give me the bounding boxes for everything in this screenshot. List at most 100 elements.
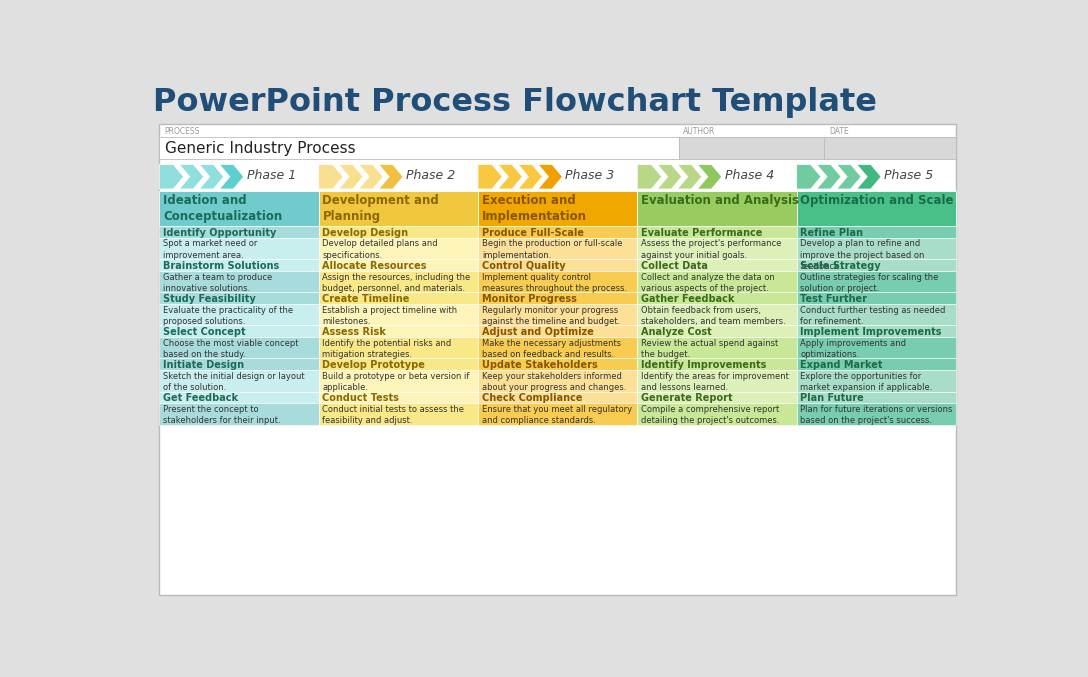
Bar bbox=[638, 337, 796, 358]
Text: Development and
Planning: Development and Planning bbox=[322, 194, 440, 223]
Bar bbox=[478, 226, 638, 238]
Bar bbox=[796, 337, 956, 358]
Bar bbox=[159, 292, 319, 304]
Text: Select Concept: Select Concept bbox=[163, 327, 246, 337]
Text: Build a prototype or beta version if
applicable.: Build a prototype or beta version if app… bbox=[322, 372, 470, 392]
Text: Analyze Cost: Analyze Cost bbox=[641, 327, 712, 337]
Text: Phase 3: Phase 3 bbox=[566, 169, 615, 182]
Bar bbox=[796, 292, 956, 304]
Bar bbox=[319, 403, 478, 424]
Bar bbox=[319, 337, 478, 358]
Bar bbox=[478, 337, 638, 358]
Text: Study Feasibility: Study Feasibility bbox=[163, 294, 256, 304]
Bar bbox=[478, 191, 638, 226]
Bar bbox=[796, 238, 956, 259]
Bar bbox=[319, 326, 478, 337]
Text: Generate Report: Generate Report bbox=[641, 393, 733, 403]
Polygon shape bbox=[678, 165, 702, 189]
Text: Gather Feedback: Gather Feedback bbox=[641, 294, 734, 304]
Text: Develop detailed plans and
specifications.: Develop detailed plans and specification… bbox=[322, 240, 438, 259]
Text: Optimization and Scale: Optimization and Scale bbox=[801, 194, 954, 207]
Text: Test Further: Test Further bbox=[801, 294, 867, 304]
Polygon shape bbox=[796, 165, 821, 189]
Text: Implement quality control
measures throughout the process.: Implement quality control measures throu… bbox=[482, 273, 627, 292]
Text: Refine Plan: Refine Plan bbox=[801, 228, 864, 238]
Bar bbox=[319, 358, 478, 370]
Text: DATE: DATE bbox=[829, 127, 849, 135]
Text: Spot a market need or
improvement area.: Spot a market need or improvement area. bbox=[163, 240, 258, 259]
Text: Plan for future iterations or versions
based on the project's success.: Plan for future iterations or versions b… bbox=[801, 405, 953, 425]
Bar bbox=[825, 137, 956, 159]
Text: Develop a plan to refine and
improve the project based on
feedback.: Develop a plan to refine and improve the… bbox=[801, 240, 925, 271]
Text: Plan Future: Plan Future bbox=[801, 393, 864, 403]
Text: AUTHOR: AUTHOR bbox=[683, 127, 716, 135]
Text: Evaluation and Analysis: Evaluation and Analysis bbox=[641, 194, 800, 207]
Text: Evaluate the practicality of the
proposed solutions.: Evaluate the practicality of the propose… bbox=[163, 306, 294, 326]
Bar bbox=[638, 370, 796, 391]
Text: Ensure that you meet all regulatory
and compliance standards.: Ensure that you meet all regulatory and … bbox=[482, 405, 632, 425]
Text: Phase 1: Phase 1 bbox=[247, 169, 296, 182]
Text: Control Quality: Control Quality bbox=[482, 261, 566, 271]
Text: Assign the resources, including the
budget, personnel, and materials.: Assign the resources, including the budg… bbox=[322, 273, 471, 292]
Text: PowerPoint Process Flowchart Template: PowerPoint Process Flowchart Template bbox=[153, 87, 877, 118]
Text: Make the necessary adjustments
based on feedback and results.: Make the necessary adjustments based on … bbox=[482, 338, 621, 359]
Text: Evaluate Performance: Evaluate Performance bbox=[641, 228, 763, 238]
Polygon shape bbox=[657, 165, 682, 189]
Text: Phase 2: Phase 2 bbox=[406, 169, 456, 182]
Polygon shape bbox=[539, 165, 562, 189]
Text: Keep your stakeholders informed
about your progress and changes.: Keep your stakeholders informed about yo… bbox=[482, 372, 627, 392]
Text: Conduct initial tests to assess the
feasibility and adjust.: Conduct initial tests to assess the feas… bbox=[322, 405, 465, 425]
Polygon shape bbox=[518, 165, 543, 189]
Bar bbox=[638, 358, 796, 370]
Text: Develop Prototype: Develop Prototype bbox=[322, 360, 425, 370]
Polygon shape bbox=[180, 165, 203, 189]
Text: Get Feedback: Get Feedback bbox=[163, 393, 238, 403]
Bar bbox=[796, 358, 956, 370]
Bar bbox=[638, 403, 796, 424]
Bar bbox=[159, 137, 679, 159]
Bar bbox=[638, 391, 796, 403]
Text: Collect Data: Collect Data bbox=[641, 261, 708, 271]
Text: PROCESS: PROCESS bbox=[164, 127, 199, 135]
Text: Ideation and
Conceptualization: Ideation and Conceptualization bbox=[163, 194, 283, 223]
Bar bbox=[796, 326, 956, 337]
Text: Initiate Design: Initiate Design bbox=[163, 360, 244, 370]
Text: Assess Risk: Assess Risk bbox=[322, 327, 386, 337]
Bar bbox=[478, 259, 638, 271]
Text: Conduct Tests: Conduct Tests bbox=[322, 393, 399, 403]
Text: Check Compliance: Check Compliance bbox=[482, 393, 582, 403]
Polygon shape bbox=[159, 165, 184, 189]
Polygon shape bbox=[359, 165, 383, 189]
Text: Explore the opportunities for
market expansion if applicable.: Explore the opportunities for market exp… bbox=[801, 372, 932, 392]
Bar bbox=[638, 226, 796, 238]
Bar bbox=[159, 259, 319, 271]
Bar bbox=[159, 403, 319, 424]
Text: Identify the potential risks and
mitigation strategies.: Identify the potential risks and mitigat… bbox=[322, 338, 452, 359]
Text: Execution and
Implementation: Execution and Implementation bbox=[482, 194, 586, 223]
Bar bbox=[159, 370, 319, 391]
Text: Regularly monitor your progress
against the timeline and budget.: Regularly monitor your progress against … bbox=[482, 306, 620, 326]
Text: Begin the production or full-scale
implementation.: Begin the production or full-scale imple… bbox=[482, 240, 622, 259]
Bar bbox=[679, 137, 825, 159]
Text: Generic Industry Process: Generic Industry Process bbox=[165, 141, 356, 156]
Bar bbox=[638, 304, 796, 326]
Bar bbox=[478, 358, 638, 370]
Bar bbox=[319, 226, 478, 238]
Bar bbox=[796, 370, 956, 391]
Polygon shape bbox=[498, 165, 522, 189]
Polygon shape bbox=[817, 165, 841, 189]
Text: Identify the areas for improvement
and lessons learned.: Identify the areas for improvement and l… bbox=[641, 372, 789, 392]
Bar bbox=[796, 191, 956, 226]
Text: Present the concept to
stakeholders for their input.: Present the concept to stakeholders for … bbox=[163, 405, 281, 425]
Bar bbox=[638, 292, 796, 304]
Bar bbox=[159, 337, 319, 358]
Polygon shape bbox=[199, 165, 224, 189]
Bar bbox=[319, 259, 478, 271]
Bar bbox=[796, 271, 956, 292]
Bar bbox=[796, 304, 956, 326]
Text: Choose the most viable concept
based on the study.: Choose the most viable concept based on … bbox=[163, 338, 298, 359]
Text: Expand Market: Expand Market bbox=[801, 360, 883, 370]
Bar bbox=[319, 370, 478, 391]
Text: Obtain feedback from users,
stakeholders, and team members.: Obtain feedback from users, stakeholders… bbox=[641, 306, 786, 326]
Text: Phase 5: Phase 5 bbox=[885, 169, 934, 182]
